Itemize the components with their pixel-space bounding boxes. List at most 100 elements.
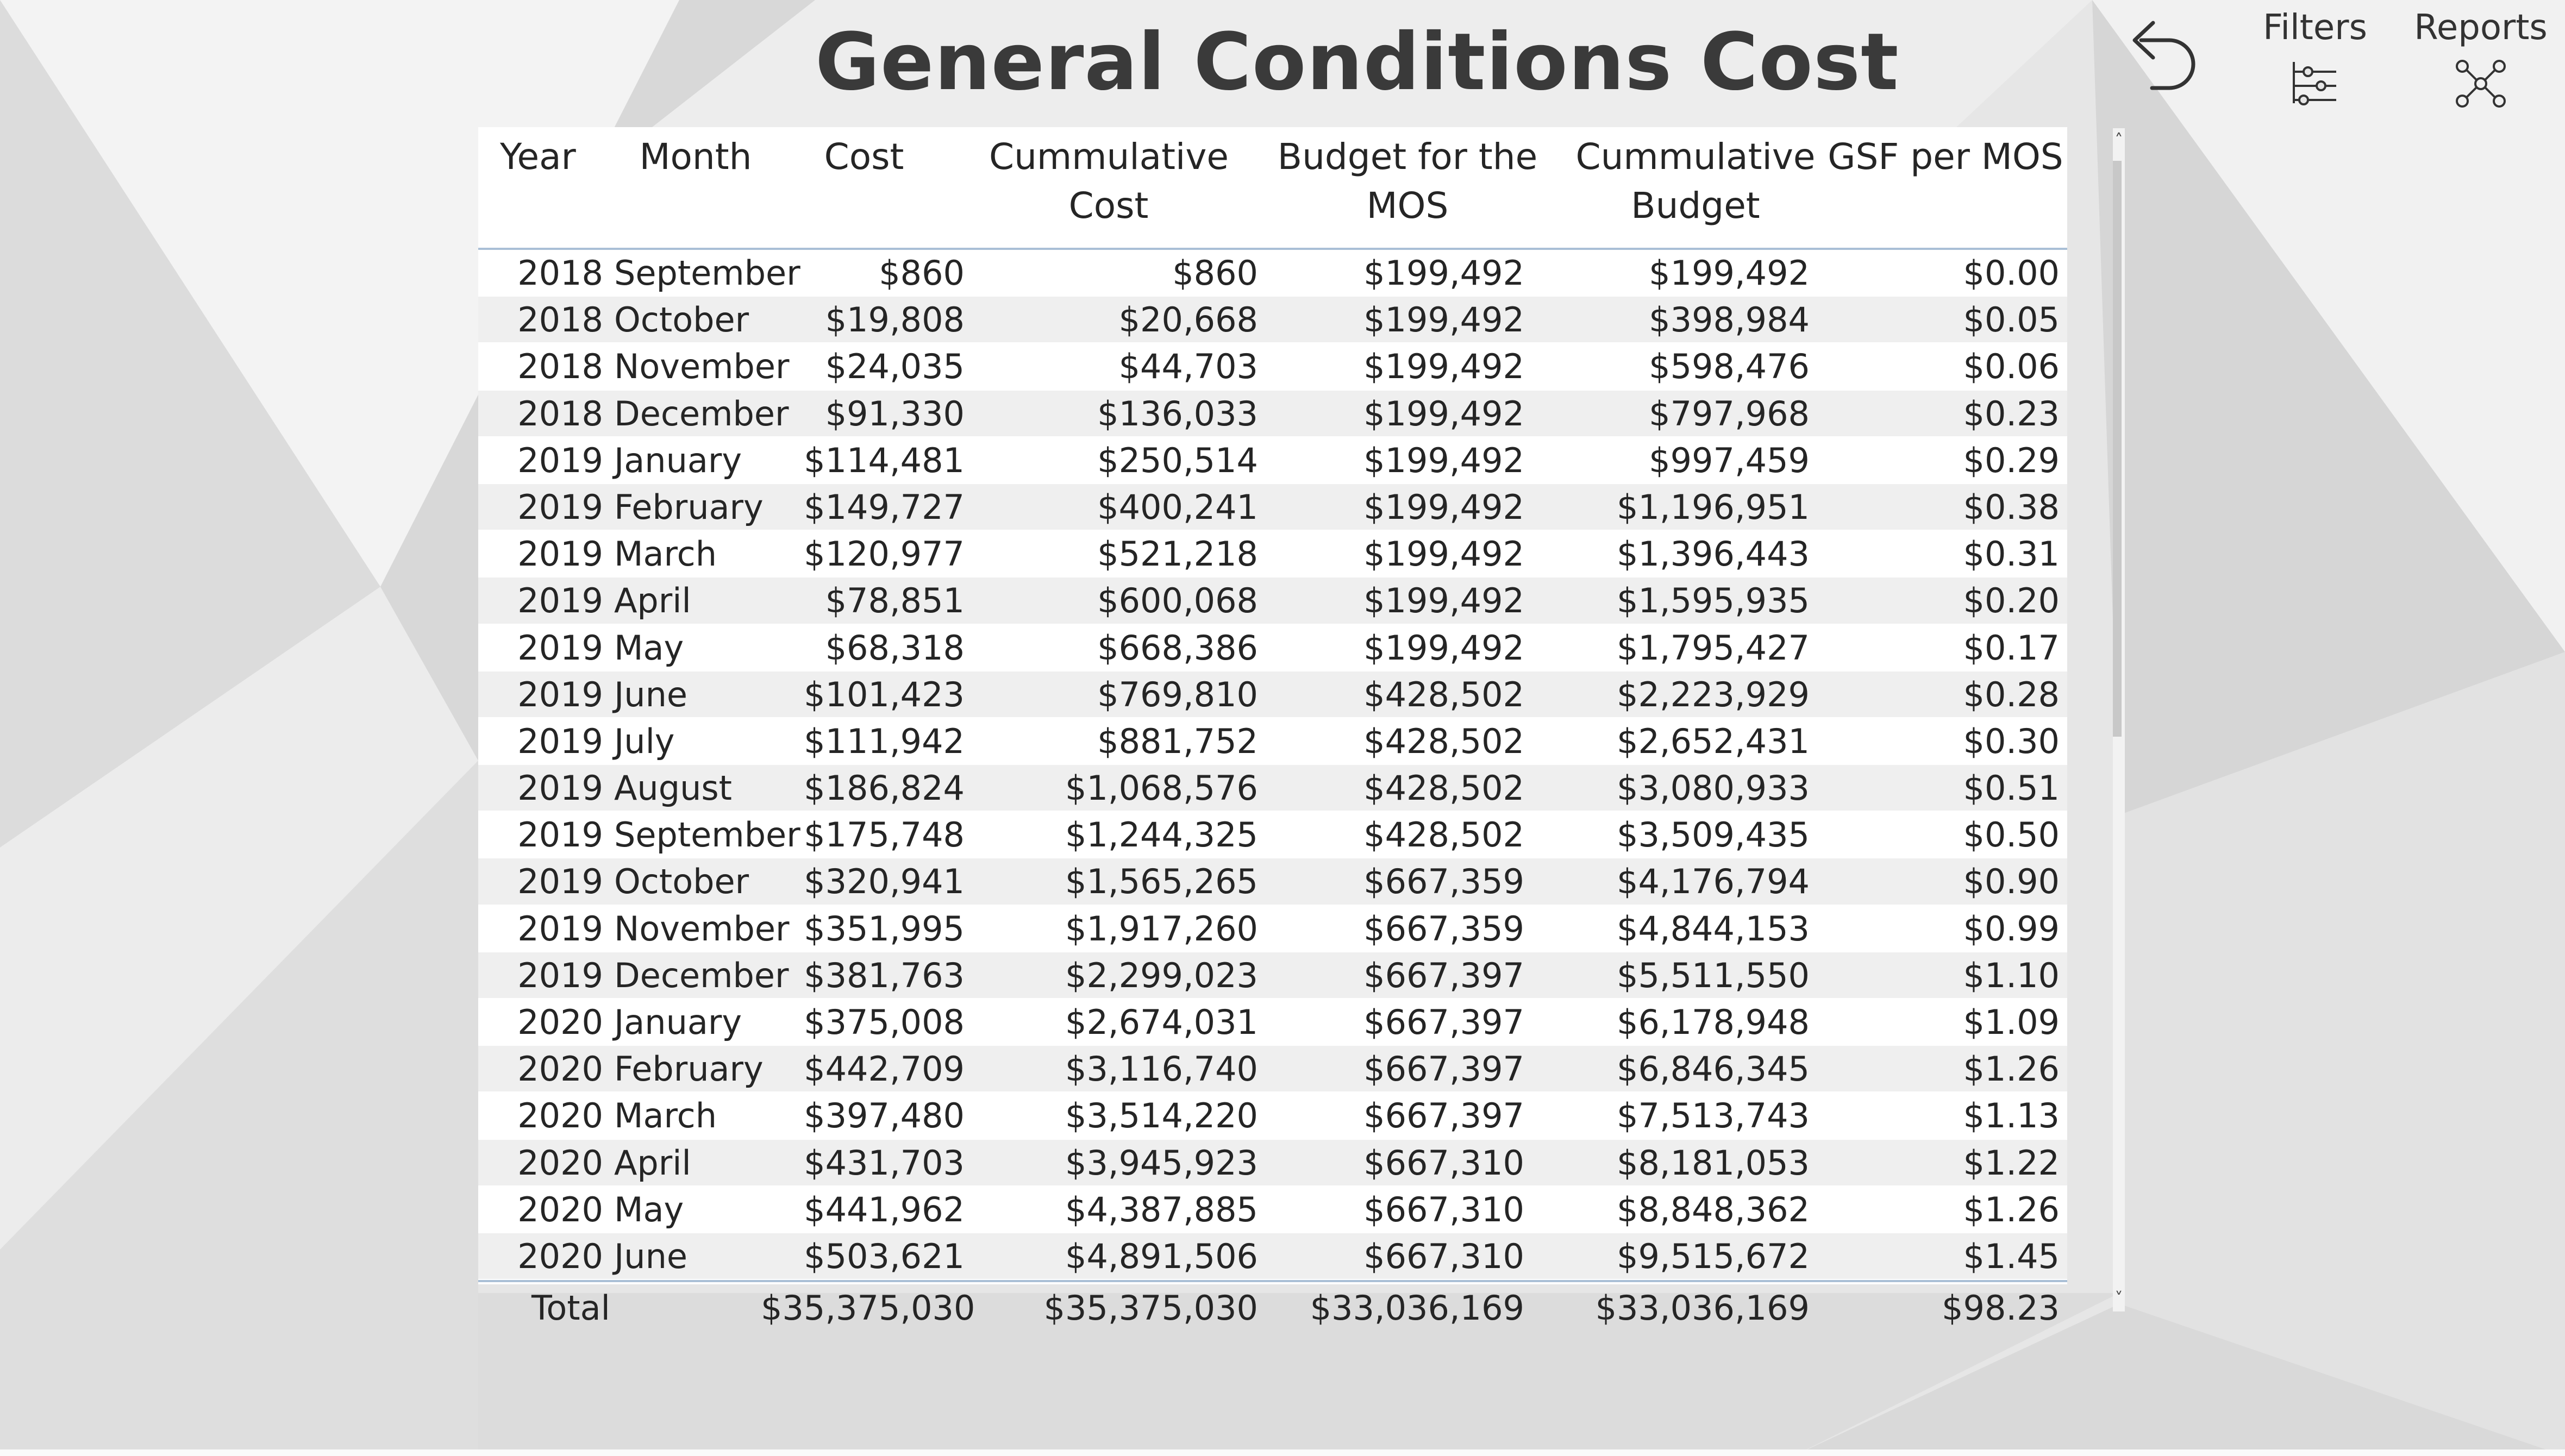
cell-year: 2019 [517,487,603,527]
cell-year: 2020 [517,1143,603,1183]
table-row[interactable]: 2020 April $431,703 $3,945,923 $667,310 $8,18… [478,1139,2067,1187]
table-row[interactable]: 2019 September $175,748 $1,244,325 $428,502 $… [478,812,2067,859]
cell-cost: $101,423 [804,674,965,714]
cell-month: July [614,721,675,761]
cell-gsf-per-mos: $1.13 [1963,1096,2060,1136]
table-row[interactable]: 2020 January $375,008 $2,674,031 $667,397 $6,… [478,999,2067,1046]
cell-budget-for-the-mos: $199,492 [1363,627,1524,668]
table-row[interactable]: 2019 July $111,942 $881,752 $428,502 $2,652,4… [478,718,2067,765]
cell-cummulative-budget: $5,511,550 [1617,955,1810,995]
cell-cummulative-budget: $997,459 [1649,440,1810,480]
total-cost: $35,375,030 [761,1288,975,1328]
cell-cummulative-cost: $3,514,220 [1065,1096,1258,1136]
cell-cummulative-budget: $4,844,153 [1617,908,1810,949]
cell-cost: $431,703 [804,1143,965,1183]
table-row[interactable]: 2020 June $503,621 $4,891,506 $667,310 $9,515… [478,1233,2067,1281]
cell-cummulative-cost: $20,668 [1118,300,1258,340]
cell-cost: $186,824 [804,768,965,808]
cell-cummulative-cost: $860 [1172,253,1258,293]
cell-budget-for-the-mos: $199,492 [1363,440,1524,480]
table-row[interactable]: 2019 June $101,423 $769,810 $428,502 $2,223,9… [478,671,2067,718]
table-row[interactable]: 2020 March $397,480 $3,514,220 $667,397 $7,51… [478,1093,2067,1140]
cell-year: 2018 [517,300,603,340]
cell-cummulative-budget: $598,476 [1649,347,1810,387]
reports-label: Reports [2414,8,2548,48]
table-row[interactable]: 2019 February $149,727 $400,241 $199,492 $1,1… [478,484,2067,531]
table-row[interactable]: 2019 May $68,318 $668,386 $199,492 $1,795,427… [478,624,2067,671]
cell-gsf-per-mos: $0.05 [1963,300,2060,340]
table-row[interactable]: 2019 December $381,763 $2,299,023 $667,397 $5… [478,952,2067,999]
cell-cummulative-cost: $400,241 [1097,487,1258,527]
scroll-thumb[interactable] [2113,161,2122,737]
cell-gsf-per-mos: $1.09 [1963,1002,2060,1042]
cell-year: 2019 [517,581,603,621]
column-header-cost[interactable]: Cost [824,136,904,178]
table-row[interactable]: 2018 December $91,330 $136,033 $199,492 $797,… [478,390,2067,437]
cell-cummulative-cost: $3,945,923 [1065,1143,1258,1183]
filters-button[interactable]: Filters [2255,8,2375,105]
cell-month: March [614,534,717,574]
total-cummulative-cost: $35,375,030 [1043,1288,1258,1328]
cell-budget-for-the-mos: $667,310 [1363,1143,1524,1183]
cell-cost: $78,851 [825,581,965,621]
cell-budget-for-the-mos: $667,310 [1363,1189,1524,1229]
cell-gsf-per-mos: $0.00 [1963,253,2060,293]
cell-budget-for-the-mos: $667,359 [1363,862,1524,902]
cell-cost: $114,481 [804,440,965,480]
cell-budget-for-the-mos: $428,502 [1363,674,1524,714]
column-header-budget-for-the-mos[interactable]: Budget for the MOS [1277,136,1538,227]
cell-cummulative-cost: $4,891,506 [1065,1236,1258,1276]
cell-month: February [614,1049,764,1089]
cell-year: 2020 [517,1236,603,1276]
cell-gsf-per-mos: $1.10 [1963,955,2060,995]
cell-cummulative-cost: $881,752 [1097,721,1258,761]
column-header-year[interactable]: Year [500,136,576,178]
table-row[interactable]: 2020 May $441,962 $4,387,885 $667,310 $8,848,… [478,1186,2067,1233]
cell-cummulative-cost: $250,514 [1097,440,1258,480]
cell-month: September [614,253,800,293]
cell-budget-for-the-mos: $428,502 [1363,721,1524,761]
cell-budget-for-the-mos: $667,310 [1363,1236,1524,1276]
cell-month: May [614,627,684,668]
table-row[interactable]: 2018 October $19,808 $20,668 $199,492 $398,98… [478,297,2067,344]
cell-gsf-per-mos: $0.31 [1963,534,2060,574]
column-header-gsf-per-mos[interactable]: GSF per MOS [1828,136,2063,178]
column-header-cummulative-budget[interactable]: Cummulative Budget [1575,136,1816,227]
cell-cummulative-budget: $1,795,427 [1617,627,1810,668]
cell-cost: $441,962 [804,1189,965,1229]
table-row[interactable]: 2019 April $78,851 $600,068 $199,492 $1,595,9… [478,578,2067,625]
cell-gsf-per-mos: $0.20 [1963,581,2060,621]
cell-cost: $320,941 [804,862,965,902]
cell-year: 2020 [517,1189,603,1229]
table-row[interactable]: 2020 February $442,709 $3,116,740 $667,397 $6… [478,1046,2067,1093]
table-row[interactable]: 2019 November $351,995 $1,917,260 $667,359 $4… [478,905,2067,952]
cell-year: 2019 [517,768,603,808]
table-row[interactable]: 2019 August $186,824 $1,068,576 $428,502 $3,0… [478,765,2067,812]
back-button[interactable] [2119,14,2201,101]
cell-budget-for-the-mos: $199,492 [1363,534,1524,574]
cell-cost: $68,318 [825,627,965,668]
column-header-cummulative-cost[interactable]: Cummulative Cost [989,136,1229,227]
column-header-month[interactable]: Month [639,136,752,178]
cell-month: April [614,1143,691,1183]
cell-month: January [614,440,742,480]
cell-cummulative-budget: $6,846,345 [1617,1049,1810,1089]
cell-month: June [614,674,688,714]
cell-year: 2020 [517,1049,603,1089]
table-row[interactable]: 2019 March $120,977 $521,218 $199,492 $1,396,… [478,531,2067,578]
cell-cummulative-budget: $1,196,951 [1617,487,1810,527]
table-row[interactable]: 2019 October $320,941 $1,565,265 $667,359 $4,… [478,858,2067,906]
cell-month: April [614,581,691,621]
scroll-down-arrow[interactable]: ˅ [2114,1289,2123,1308]
table-row[interactable]: 2018 November $24,035 $44,703 $199,492 $598,4… [478,343,2067,391]
cell-gsf-per-mos: $0.50 [1963,815,2060,855]
scroll-up-arrow[interactable]: ˄ [2114,131,2123,150]
table-row[interactable]: 2019 January $114,481 $250,514 $199,492 $997,… [478,437,2067,484]
cell-gsf-per-mos: $1.26 [1963,1189,2060,1229]
table-scrollbar[interactable]: ˄ ˅ [2113,128,2125,1311]
cell-cost: $442,709 [804,1049,965,1089]
table-row[interactable]: 2018 September $860 $860 $199,492 $199,492 $0.… [478,250,2067,297]
cell-year: 2018 [517,347,603,387]
cell-gsf-per-mos: $1.22 [1963,1143,2060,1183]
reports-button[interactable]: Reports [2413,8,2549,108]
